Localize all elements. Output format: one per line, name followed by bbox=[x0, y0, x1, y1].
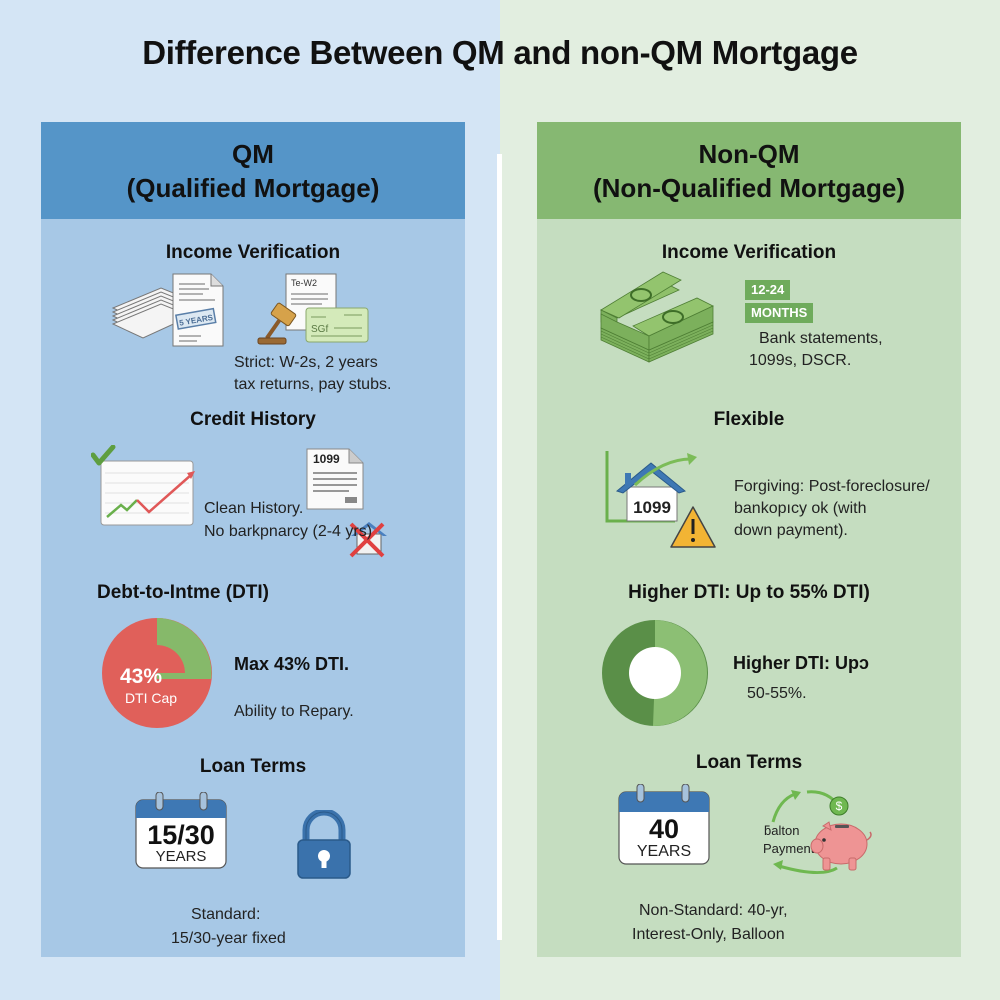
foreclosed-house-icon bbox=[349, 522, 387, 558]
nqm-income-title: Income Verification bbox=[661, 242, 837, 263]
lock-icon bbox=[297, 810, 351, 879]
qm-header-title: QM bbox=[232, 138, 274, 169]
qm-dti-text-2: Ability to Repary. bbox=[234, 703, 354, 720]
qm-income-text-1: Strict: W-2s, 2 years bbox=[234, 354, 378, 371]
qm-dti-text-1: Max 43% DTI. bbox=[234, 654, 350, 674]
svg-text:YEARS: YEARS bbox=[637, 843, 691, 860]
qm-dti-title: Debt-to-Intme (DTI) bbox=[96, 582, 270, 603]
nqm-panel: Non-QM (Non-Qualified Mortgage) Income V… bbox=[537, 122, 961, 957]
qm-credit-section: Credit History 1099 bbox=[41, 407, 465, 567]
svg-text:1099: 1099 bbox=[313, 452, 340, 466]
qm-credit-title: Credit History bbox=[190, 409, 316, 430]
document-stack-icon: 5 YEARS bbox=[111, 273, 224, 347]
nqm-income-section: Income Verification 12-24 MONTHS Bank st… bbox=[537, 240, 961, 400]
w2-gavel-check-icon: Te-W2 SGf bbox=[257, 273, 369, 345]
qm-income-text-2: tax returns, pay stubs. bbox=[234, 376, 392, 393]
page-title: Difference Between QM and non-QM Mortgag… bbox=[142, 34, 858, 71]
nqm-dti-section: Higher DTI: Up to 55% DTI) Higher DTI: U… bbox=[537, 577, 961, 747]
svg-text:Te-W2: Te-W2 bbox=[291, 278, 317, 288]
balloon-label-2: Payment bbox=[763, 841, 815, 856]
qm-dti-section: Debt-to-Intme (DTI) 43% DTI Cap Max 43% … bbox=[41, 577, 465, 747]
nqm-header-subtitle: (Non-Qualified Mortgage) bbox=[593, 172, 905, 203]
svg-text:43%: 43% bbox=[120, 665, 162, 688]
credit-chart-icon bbox=[91, 445, 195, 526]
dti-donut-chart bbox=[602, 620, 708, 727]
dti-pie-chart: 43% DTI Cap bbox=[102, 618, 212, 728]
svg-text:$: $ bbox=[836, 799, 843, 813]
qm-loan-text-2: 15/30-year fixed bbox=[171, 930, 286, 947]
house-growth-icon: 1099 bbox=[605, 451, 716, 548]
nqm-header-title: Non-QM bbox=[698, 138, 800, 169]
piggy-bank-icon: $ bbox=[810, 796, 872, 871]
balloon-label-1: ƃalton bbox=[764, 823, 800, 838]
svg-text:DTI Cap: DTI Cap bbox=[125, 690, 177, 706]
svg-text:1099: 1099 bbox=[633, 498, 671, 517]
nqm-income-text-1: Bank statements, bbox=[759, 330, 883, 347]
calendar-icon: 40 YEARS bbox=[618, 784, 710, 865]
svg-text:40: 40 bbox=[649, 814, 679, 844]
months-range-badge: 12-24 bbox=[745, 280, 791, 300]
months-unit-badge: MONTHS bbox=[745, 303, 814, 323]
svg-text:15/30: 15/30 bbox=[147, 820, 215, 850]
cash-stack-icon bbox=[600, 271, 714, 363]
nqm-credit-text-2: bankopıcy ok (with bbox=[734, 500, 867, 517]
nqm-credit-title: Flexible bbox=[713, 409, 785, 430]
qm-income-title: Income Verification bbox=[165, 242, 341, 263]
svg-text:YEARS: YEARS bbox=[156, 848, 207, 865]
nqm-loan-text-2: Interest-Only, Balloon bbox=[632, 926, 785, 943]
qm-panel-header: QM (Qualified Mortgage) bbox=[41, 122, 465, 219]
qm-header-subtitle: (Qualified Mortgage) bbox=[126, 172, 380, 203]
qm-credit-text-1: Clean History. bbox=[204, 500, 304, 517]
nqm-dti-text-2: 50-55%. bbox=[747, 685, 807, 702]
center-divider bbox=[497, 154, 502, 940]
nqm-credit-section: Flexible 1099 Forgiving: Post-foreclosur… bbox=[537, 407, 961, 567]
calendar-icon: 15/30 YEARS bbox=[135, 792, 227, 869]
nqm-income-text-2: 1099s, DSCR. bbox=[749, 352, 852, 369]
svg-text:SGf: SGf bbox=[311, 324, 328, 335]
nqm-loan-title: Loan Terms bbox=[695, 752, 803, 773]
1099-document-icon: 1099 bbox=[306, 448, 364, 510]
qm-loan-section: Loan Terms 15/30 YEARS Standard: 15/30-y… bbox=[41, 754, 465, 954]
nqm-dti-text-1: Higher DTI: Upɔ bbox=[733, 653, 870, 673]
qm-loan-title: Loan Terms bbox=[199, 756, 307, 777]
qm-income-section: Income Verification 5 YEARS bbox=[41, 240, 465, 400]
nqm-panel-header: Non-QM (Non-Qualified Mortgage) bbox=[537, 122, 961, 219]
qm-panel: QM (Qualified Mortgage) Income Verificat… bbox=[41, 122, 465, 957]
nqm-credit-text-1: Forgiving: Post-foreclosure/ bbox=[734, 478, 930, 495]
qm-credit-text-2: No barkpnarcy (2-4 yrs) bbox=[204, 523, 373, 540]
nqm-loan-text-1: Non-Standard: 40-yr, bbox=[639, 902, 788, 919]
nqm-dti-title: Higher DTI: Up to 55% DTI) bbox=[628, 582, 870, 603]
nqm-credit-text-3: down payment). bbox=[734, 522, 848, 539]
nqm-loan-section: Loan Terms 40 YEARS ƃalton Payment $ bbox=[537, 752, 961, 954]
qm-loan-text-1: Standard: bbox=[191, 906, 261, 923]
